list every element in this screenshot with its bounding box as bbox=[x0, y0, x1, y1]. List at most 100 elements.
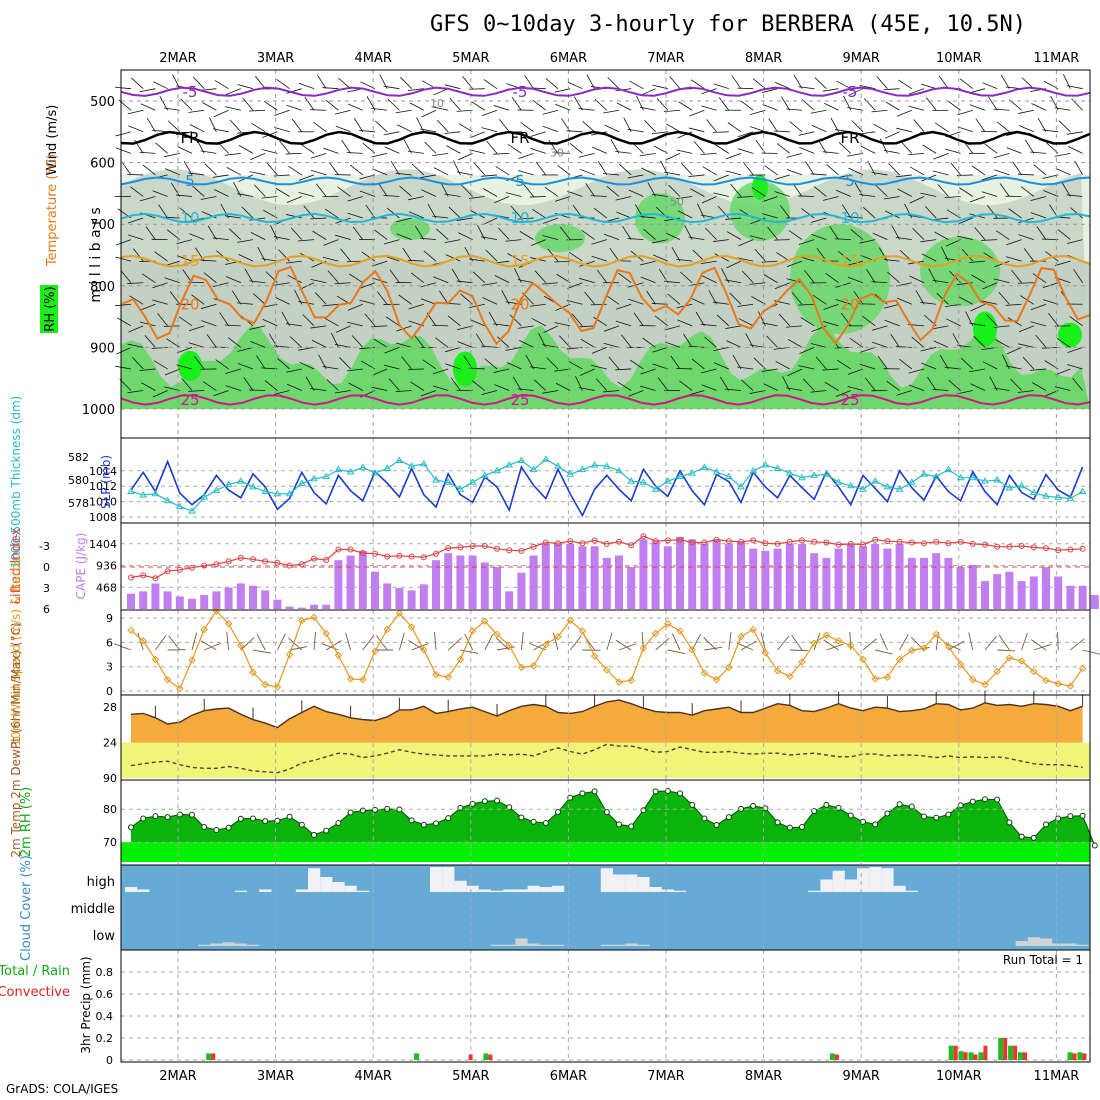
wind-barb bbox=[310, 279, 327, 284]
wind-barb bbox=[578, 152, 595, 158]
wind-barb bbox=[749, 109, 766, 116]
thickness-marker bbox=[1029, 488, 1038, 496]
wind-barb bbox=[396, 233, 412, 240]
wind-speed-marker bbox=[676, 627, 684, 635]
wind-barb bbox=[664, 171, 681, 176]
wind-barb bbox=[116, 317, 132, 327]
wind-barb bbox=[644, 120, 656, 133]
wind-barb bbox=[152, 299, 168, 305]
wind-barb bbox=[481, 282, 498, 286]
wind-barb bbox=[535, 161, 547, 176]
cape-bar bbox=[798, 543, 806, 609]
wind-barb bbox=[214, 80, 229, 90]
wind-barb-10m bbox=[520, 632, 524, 651]
temp-fill-area bbox=[131, 700, 1083, 743]
lifted-marker bbox=[555, 540, 561, 547]
temp-line bbox=[130, 699, 1083, 729]
wind-barb bbox=[837, 250, 852, 262]
wind-barb bbox=[510, 205, 522, 219]
wind-barb bbox=[212, 237, 229, 240]
wind-barb bbox=[713, 192, 729, 197]
thickness-marker bbox=[1042, 492, 1050, 499]
wind-barb bbox=[590, 195, 607, 197]
wind-barb bbox=[555, 103, 571, 111]
top-date-label: 11MAR bbox=[1034, 51, 1080, 66]
wind-barb bbox=[812, 295, 827, 305]
wind-barb bbox=[948, 379, 961, 391]
wind-barb bbox=[594, 99, 608, 111]
wind-barb-10m bbox=[276, 633, 286, 651]
cape-bar bbox=[139, 591, 148, 609]
lifted-marker bbox=[1055, 547, 1062, 554]
wind-barb bbox=[427, 203, 437, 219]
wind-barb bbox=[277, 358, 290, 370]
wind-barb bbox=[346, 368, 363, 372]
wind-barb bbox=[383, 239, 400, 245]
wind-barb bbox=[764, 165, 778, 176]
wind-barb bbox=[261, 149, 278, 154]
wind-barb-10m bbox=[398, 632, 405, 651]
wind-barb bbox=[286, 214, 302, 219]
top-date-label: 5MAR bbox=[452, 51, 489, 66]
wind-barb-10m bbox=[849, 632, 852, 651]
wind-barb bbox=[518, 152, 534, 159]
wind-barb bbox=[909, 166, 925, 176]
wind-barb bbox=[798, 365, 815, 370]
wind-barb bbox=[1006, 256, 1022, 262]
rh-marker bbox=[213, 826, 220, 833]
wind-barb bbox=[705, 227, 717, 240]
wind-barb bbox=[451, 268, 461, 283]
wind-barb bbox=[596, 269, 608, 283]
rh-marker bbox=[469, 800, 476, 807]
rh-marker bbox=[860, 818, 866, 825]
thickness-marker bbox=[688, 469, 697, 476]
isotherm-label: 25 bbox=[510, 391, 529, 409]
wind-barb bbox=[481, 236, 498, 240]
lifted-line bbox=[130, 535, 1083, 579]
rh-ylabel: 2m RH (%) bbox=[19, 787, 34, 858]
wind-barb bbox=[397, 124, 412, 133]
dew-fill-band bbox=[121, 742, 1090, 778]
rh-marker bbox=[1018, 833, 1025, 840]
rh-marker bbox=[835, 804, 842, 811]
wind-barb bbox=[952, 333, 961, 348]
wind-barb bbox=[829, 226, 839, 240]
wind-barb bbox=[506, 362, 522, 370]
wind-barb-10m bbox=[464, 633, 474, 651]
cloud-bar-low bbox=[503, 944, 516, 946]
wind-barb bbox=[591, 146, 607, 154]
thickness-marker bbox=[224, 480, 233, 488]
wind-barb bbox=[534, 270, 547, 283]
cloud-bar-high bbox=[820, 879, 833, 892]
wind-speed-marker bbox=[993, 667, 1001, 676]
thickness-marker bbox=[419, 459, 428, 467]
rh-marker bbox=[921, 813, 927, 820]
wind-barb bbox=[200, 150, 217, 154]
wind-barb bbox=[713, 174, 729, 182]
upper-air-tick: 700 bbox=[90, 218, 115, 233]
wind-barb bbox=[762, 196, 778, 203]
wind-barb bbox=[286, 104, 302, 111]
isotherm-label: 15 bbox=[840, 252, 859, 270]
wind-barb bbox=[590, 303, 607, 306]
wind-barb bbox=[847, 152, 864, 157]
wind-barb bbox=[725, 217, 742, 220]
precip-tick: 0.8 bbox=[96, 966, 114, 979]
thickness-marker bbox=[261, 487, 270, 494]
wind-barb bbox=[670, 355, 681, 370]
wind-barb bbox=[959, 78, 974, 89]
cloud-bar-high bbox=[503, 889, 516, 892]
wind-barb bbox=[969, 260, 986, 263]
rh-marker bbox=[506, 804, 513, 811]
wind-barb bbox=[688, 174, 705, 177]
wind-speed-marker bbox=[749, 625, 757, 634]
lifted-marker bbox=[274, 559, 281, 566]
lifted-marker bbox=[189, 564, 195, 571]
wind-barb bbox=[481, 109, 498, 117]
wind-barb bbox=[725, 152, 742, 160]
cloud-bar-low bbox=[637, 944, 650, 946]
wind-barb bbox=[310, 152, 327, 159]
cloud-bar-low bbox=[1076, 944, 1089, 946]
thickness-marker bbox=[968, 473, 977, 481]
wind-barb bbox=[767, 226, 778, 240]
